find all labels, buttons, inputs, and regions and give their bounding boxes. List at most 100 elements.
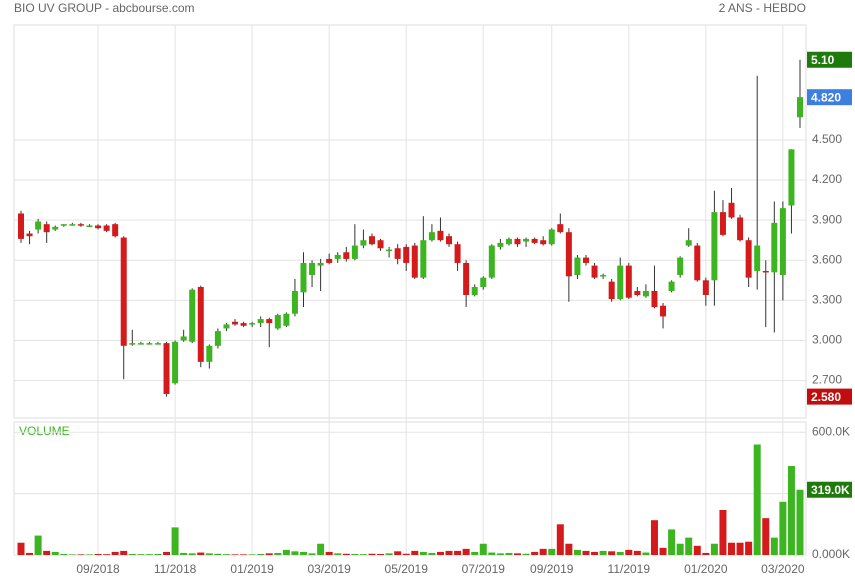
candle-body (488, 245, 495, 278)
candle-body (137, 343, 144, 345)
candle-body (274, 315, 281, 329)
candle-body (523, 238, 530, 242)
price-marker-label: 2.580 (811, 390, 841, 404)
candle-body (206, 345, 213, 362)
candle-body (428, 232, 435, 241)
volume-bar (591, 551, 599, 555)
volume-bar (334, 553, 342, 555)
volume-bar (659, 547, 667, 555)
volume-bar (368, 553, 376, 555)
x-tick-label: 09/2019 (530, 562, 574, 576)
candle-body (232, 321, 239, 325)
candle-body (660, 305, 667, 317)
candle-body (129, 343, 136, 345)
candle-body (377, 240, 384, 249)
candle-body (52, 226, 59, 230)
candle-body (446, 236, 453, 245)
candle-body (214, 331, 221, 346)
y-tick-label: 3.900 (812, 212, 842, 226)
candle-body (454, 244, 461, 263)
candle-body (617, 265, 624, 300)
candle-body (86, 225, 93, 228)
candle-body (394, 248, 401, 259)
volume-bar (787, 465, 795, 555)
volume-bar (488, 552, 496, 555)
volume-bar (317, 543, 325, 555)
candle-body (146, 343, 153, 345)
candle-body (317, 262, 324, 266)
volume-bar (257, 553, 265, 555)
x-tick-label: 07/2019 (462, 562, 506, 576)
volume-bar (599, 550, 607, 555)
candle-body (189, 289, 196, 342)
candle-body (343, 252, 350, 259)
volume-bar (779, 501, 787, 555)
candle-body (642, 291, 649, 297)
candle-body (291, 291, 298, 314)
volume-bar (676, 543, 684, 555)
volume-bar (548, 548, 556, 555)
volume-bar (188, 553, 196, 555)
x-tick-label: 11/2019 (608, 562, 651, 576)
volume-bar (462, 548, 470, 555)
candle-body (163, 343, 170, 394)
volume-bar (616, 551, 624, 555)
candle-body (719, 212, 726, 235)
volume-bar (385, 553, 393, 555)
y-tick-label: 2.700 (812, 373, 842, 387)
volume-panel (13, 421, 807, 556)
candle-body (180, 336, 187, 341)
candle-body (360, 240, 367, 246)
volume-bar (291, 551, 299, 555)
candle-body (497, 242, 504, 247)
volume-bar (608, 551, 616, 555)
volume-bar (240, 554, 248, 555)
volume-bar (539, 548, 547, 555)
candle-body (69, 224, 76, 226)
y-tick-label: 4.500 (812, 132, 842, 146)
volume-bar (710, 543, 718, 555)
price-panel (13, 24, 807, 419)
candle-body (548, 229, 555, 245)
volume-bar (77, 554, 85, 555)
volume-bar (51, 551, 59, 555)
y-tick-label: 3.300 (812, 293, 842, 307)
volume-title: VOLUME (19, 424, 70, 438)
candle-body (505, 238, 512, 245)
volume-bar (753, 444, 761, 555)
candle-body (608, 281, 615, 300)
candle-body (565, 232, 572, 277)
candle-body (779, 208, 786, 275)
candle-body (463, 262, 470, 296)
candle-body (368, 236, 375, 245)
candle-body (26, 233, 33, 237)
volume-bar (556, 524, 564, 555)
candle-body (702, 280, 709, 296)
volume-bar (436, 551, 444, 555)
volume-bar (34, 535, 42, 555)
volume-bar (274, 552, 282, 555)
x-tick-label: 11/2018 (154, 562, 197, 576)
volume-bar (702, 552, 710, 555)
candle-body (471, 287, 478, 296)
candle-body (197, 287, 204, 362)
candle-body (249, 323, 256, 325)
volume-bar (573, 549, 581, 555)
volume-bar (128, 553, 136, 555)
volume-bar (197, 552, 205, 555)
y-tick-label: 3.000 (812, 333, 842, 347)
candle-body (771, 222, 778, 273)
candle-body (694, 245, 701, 281)
candle-body (326, 258, 333, 263)
candle-body (35, 221, 42, 230)
volume-bar (359, 554, 367, 555)
candle-body (154, 343, 161, 345)
volume-bar (496, 553, 504, 555)
x-tick-label: 03/2019 (307, 562, 351, 576)
volume-bar (693, 545, 701, 555)
volume-bar (171, 527, 179, 555)
volume-bar (265, 553, 273, 555)
x-tick-label: 09/2018 (76, 562, 120, 576)
candle-body (788, 149, 795, 206)
